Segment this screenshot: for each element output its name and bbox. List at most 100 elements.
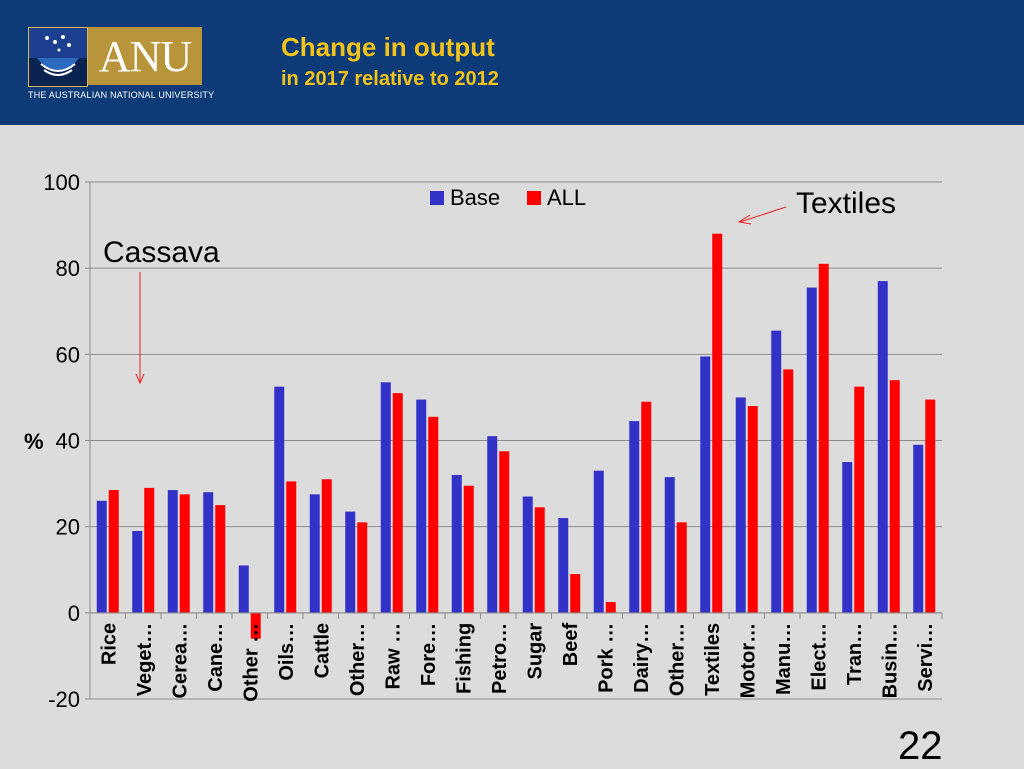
bar-base: [203, 492, 214, 613]
x-tick-label: Servi…: [915, 623, 937, 692]
legend-swatch: [430, 191, 444, 205]
x-tick-label: Textiles: [702, 623, 724, 696]
x-tick-label: Other…: [667, 623, 689, 696]
y-tick-label: 80: [56, 256, 80, 281]
legend-label: ALL: [547, 185, 586, 210]
anu-logo-text: ANU: [98, 31, 192, 81]
cassava-arrowhead: [135, 373, 145, 385]
x-tick-label: Fishing: [454, 623, 476, 694]
bar-all: [499, 451, 510, 613]
bar-all: [108, 490, 119, 613]
bar-base: [167, 490, 178, 613]
textiles-arrowhead: [737, 214, 752, 225]
y-tick-label: 60: [56, 342, 80, 367]
legend: Base ALL: [430, 185, 586, 210]
bar-base: [913, 444, 924, 613]
bar-base: [664, 477, 675, 613]
x-tick-label: Raw …: [383, 623, 405, 690]
x-tick-label: Motor…: [738, 623, 760, 699]
bar-all: [463, 485, 474, 613]
page-number: 22: [898, 724, 943, 768]
bar-base: [593, 470, 604, 613]
x-tick-label: Dairy…: [631, 623, 653, 693]
bar-base: [238, 565, 249, 613]
x-tick-label: Other …: [241, 623, 263, 702]
bar-all: [676, 522, 687, 613]
y-axis-label: %: [24, 429, 44, 454]
y-tick-label: 40: [56, 429, 80, 454]
bar-base: [700, 356, 711, 613]
bar-all: [428, 416, 439, 613]
y-tick-label: 100: [43, 170, 80, 195]
bar-all: [818, 263, 829, 613]
x-tick-label: Cane…: [205, 623, 227, 692]
bar-base: [771, 330, 782, 613]
bar-base: [806, 287, 817, 613]
bar-all: [215, 505, 226, 613]
x-tick-label: Busin…: [880, 623, 902, 699]
bar-all: [712, 233, 723, 613]
annotation-textiles: Textiles: [796, 187, 896, 220]
annotation-cassava: Cassava: [103, 236, 220, 269]
bar-all: [925, 399, 936, 613]
x-tick-label: Other…: [347, 623, 369, 696]
header-banner: ANU THE AUSTRALIAN NATIONAL UNIVERSITY C…: [0, 0, 1024, 125]
bar-base: [487, 436, 498, 613]
bars: [96, 233, 936, 639]
bar-all: [641, 401, 652, 613]
bar-base: [629, 421, 640, 613]
legend-swatch: [527, 191, 541, 205]
bar-base: [558, 518, 569, 613]
slide-subtitle: in 2017 relative to 2012: [281, 68, 499, 90]
bar-base: [274, 386, 285, 613]
x-tick-label: Cattle: [312, 623, 334, 679]
bar-all: [144, 487, 155, 613]
y-tick-label: 0: [68, 601, 80, 626]
x-tick-label: Manu…: [773, 623, 795, 695]
bar-base: [522, 496, 533, 613]
x-tick-label: Pork …: [596, 623, 618, 693]
bar-all: [889, 380, 900, 613]
bar-base: [96, 500, 107, 613]
anu-logo: ANU: [88, 27, 202, 85]
x-tick-label: Sugar: [525, 623, 547, 680]
y-tick-label: 20: [56, 515, 80, 540]
bar-base: [842, 462, 853, 613]
bar-all: [605, 602, 616, 613]
bar-base: [416, 399, 427, 613]
x-tick-label: Beef: [560, 623, 582, 667]
bar-all: [179, 494, 190, 613]
textiles-arrow: [739, 206, 787, 223]
x-tick-label: Petro…: [489, 623, 511, 694]
bar-base: [345, 511, 356, 613]
bar-base: [309, 494, 320, 613]
x-tick-label: Tran…: [844, 623, 866, 685]
x-tick-label: Rice: [99, 623, 121, 665]
bar-all: [783, 369, 794, 613]
slide-title: Change in output: [281, 32, 495, 62]
bar-all: [747, 406, 758, 613]
x-tick-label: Oils…: [276, 623, 298, 681]
bar-all: [357, 522, 368, 613]
axes: -20 0 20 40 60 80 100% Rice Veget… Cerea… Cane… Oth…: [24, 170, 943, 712]
bar-base: [877, 281, 888, 613]
bar-all: [854, 386, 865, 613]
y-tick-label: -20: [48, 687, 80, 712]
bar-all: [250, 612, 261, 639]
anu-crest-icon: [28, 27, 88, 87]
bar-base: [132, 530, 143, 613]
bar-all: [392, 393, 403, 613]
bar-base: [451, 474, 462, 613]
x-tick-label: Veget…: [134, 623, 156, 696]
x-tick-label: Elect…: [809, 623, 831, 691]
bar-base: [735, 397, 746, 613]
x-tick-label: Cerea…: [170, 623, 192, 699]
university-name: THE AUSTRALIAN NATIONAL UNIVERSITY: [28, 90, 215, 100]
bar-all: [286, 481, 297, 613]
bar-all: [570, 574, 581, 613]
annotations: Cassava Textiles: [103, 187, 896, 385]
bar-base: [380, 382, 391, 613]
bar-all: [321, 479, 332, 613]
legend-label: Base: [450, 185, 500, 210]
